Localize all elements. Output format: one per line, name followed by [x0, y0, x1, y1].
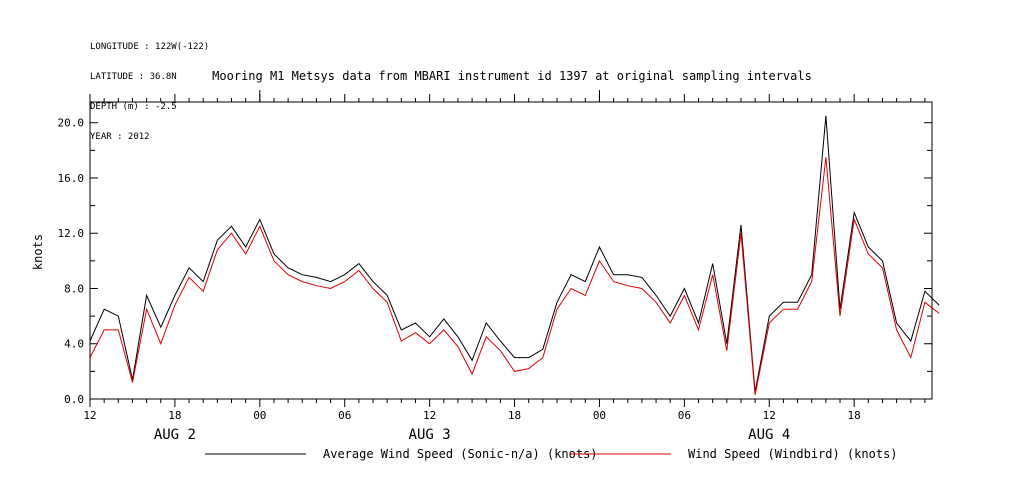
- x-tick-label: 18: [848, 409, 861, 422]
- y-tick-label: 16.0: [58, 172, 85, 185]
- meta-longitude: LONGITUDE : 122W(-122): [90, 42, 210, 52]
- day-label: AUG 3: [409, 427, 451, 443]
- y-tick-label: 4.0: [64, 338, 84, 351]
- meta-depth: DEPTH (m) : -2.5: [90, 102, 177, 112]
- y-tick-label: 0.0: [64, 393, 84, 406]
- meta-year: YEAR : 2012: [90, 132, 150, 142]
- axis-ticks: [89, 90, 932, 407]
- x-tick-label: 06: [678, 409, 691, 422]
- x-tick-label: 00: [253, 409, 266, 422]
- y-tick-label: 8.0: [64, 282, 84, 295]
- series-layer: [89, 115, 940, 395]
- series-line-windbird: [89, 157, 940, 395]
- metadata-block: LONGITUDE : 122W(-122) LATITUDE : 36.8N …: [90, 22, 209, 152]
- x-tick-label: 12: [83, 409, 96, 422]
- legend: Average Wind Speed (Sonic-n/a) (knots) W…: [205, 447, 898, 461]
- y-tick-label: 12.0: [58, 227, 85, 240]
- legend-label-average: Average Wind Speed (Sonic-n/a) (knots): [323, 447, 598, 461]
- x-tick-label: 12: [763, 409, 776, 422]
- x-tick-label: 18: [168, 409, 181, 422]
- series-line-average: [89, 115, 940, 393]
- x-tick-label: 06: [338, 409, 351, 422]
- x-tick-label: 12: [423, 409, 436, 422]
- x-tick-label: 00: [593, 409, 606, 422]
- x-tick-label: 18: [508, 409, 521, 422]
- y-axis-label: knots: [31, 234, 45, 270]
- y-tick-label: 20.0: [58, 117, 85, 130]
- meta-latitude: LATITUDE : 36.8N: [90, 72, 177, 82]
- tick-labels: 0.0 4.0 8.0 12.0 16.0 20.0 12 18 00 06 12 18 00 06 12 1…: [58, 117, 861, 443]
- chart-title: Mooring M1 Metsys data from MBARI instru…: [212, 69, 812, 83]
- day-label: AUG 2: [154, 427, 196, 443]
- plot-frame: [89, 101, 933, 400]
- legend-label-windbird: Wind Speed (Windbird) (knots): [688, 447, 898, 461]
- day-label: AUG 4: [748, 427, 790, 443]
